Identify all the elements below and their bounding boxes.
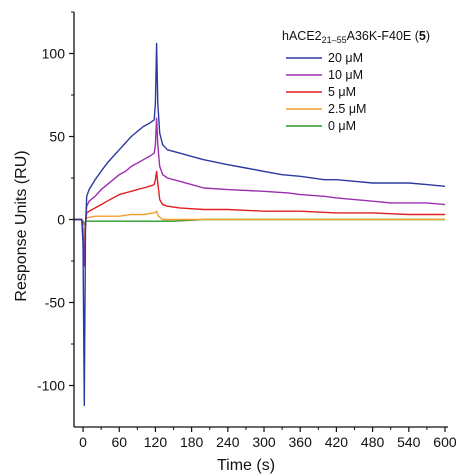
y-tick-label: 0 [57,212,65,228]
legend-label: 20 μM [328,51,363,65]
y-axis-title: Response Units (RU) [13,150,30,301]
x-tick-label: 240 [216,434,240,450]
legend-items: 20 μM 10 μM 5 μM 2.5 μM 0 μM [286,51,366,133]
series-layer [74,42,446,407]
y-tick-label: -50 [45,295,65,311]
y-tick-label: 50 [49,129,65,145]
series-line [74,170,445,264]
x-tick-label: 300 [252,434,276,450]
x-tick-label: 420 [325,434,349,450]
legend-label: 0 μM [328,119,356,133]
legend-title-sub: 21–55 [322,35,347,45]
x-tick-label: 0 [79,434,87,450]
series-line [74,117,446,267]
y-tick-label: -100 [37,378,65,394]
x-tick-label: 180 [180,434,204,450]
legend-title: hACE221–55A36K-F40E (5) [282,29,430,45]
legend-title-bold: 5 [419,29,426,43]
legend-title-rest: A36K-F40E ( [347,29,420,43]
y-ticks: -100 -50 0 50 100 [37,11,74,394]
legend-title-base: hACE2 [282,29,322,43]
x-ticks: 0 60 120 180 240 300 360 420 480 540 600 [79,427,457,450]
legend-label: 2.5 μM [328,102,366,116]
x-tick-label: 60 [111,434,127,450]
y-tick-label: 100 [42,46,66,62]
legend-label: 5 μM [328,85,356,99]
legend-label: 10 μM [328,68,363,82]
x-tick-label: 540 [397,434,421,450]
legend-title-close: ) [426,29,430,43]
x-tick-label: 120 [144,434,168,450]
x-axis-title: Time (s) [217,457,275,474]
x-tick-label: 360 [289,434,313,450]
series-line [74,42,446,407]
legend: hACE221–55A36K-F40E (5) 20 μM 10 μM 5 μM 2.… [282,29,430,133]
series-line [74,218,445,226]
x-tick-label: 480 [361,434,385,450]
x-tick-label: 600 [433,434,457,450]
series-line [74,210,445,241]
